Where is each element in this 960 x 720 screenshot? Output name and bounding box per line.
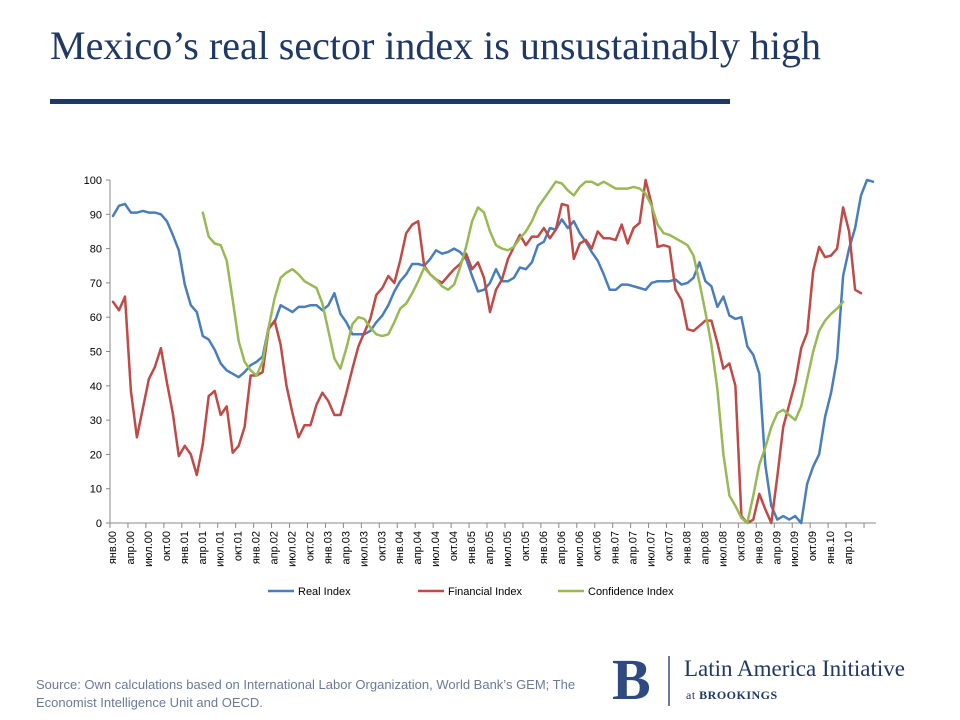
- x-tick-label: янв.02: [251, 531, 263, 564]
- x-tick-label: июл.03: [358, 531, 370, 567]
- x-tick-label: окт.06: [592, 531, 604, 561]
- x-tick-label: янв.08: [681, 531, 693, 564]
- logo-sub-org: BROOKINGS: [699, 688, 778, 702]
- x-tick-label: янв.09: [753, 531, 765, 564]
- series-line-confidence-index: [201, 180, 845, 525]
- x-tick-label: июл.05: [502, 531, 514, 567]
- x-tick-label: апр.08: [699, 531, 711, 564]
- series-line-financial-index: [111, 178, 863, 525]
- y-tick-label: 30: [90, 415, 102, 427]
- x-tick-label: апр.06: [556, 531, 568, 564]
- y-tick-label: 100: [84, 175, 102, 187]
- series-line-real-index: [111, 178, 875, 525]
- logo-sub: at BROOKINGS: [686, 688, 778, 703]
- x-axis: янв.00 апр.00 июл.00 окт.00 янв.01 апр.01 июл.…: [107, 522, 876, 567]
- x-tick-label: апр.03: [340, 531, 352, 564]
- x-tick-label: окт.03: [376, 531, 388, 561]
- x-tick-label: янв.06: [538, 531, 550, 564]
- x-tick-label: июл.07: [646, 531, 658, 567]
- x-tick-label: июл.00: [143, 531, 155, 567]
- y-tick-label: 20: [90, 449, 102, 461]
- x-tick-label: окт.00: [161, 531, 173, 561]
- x-tick-label: окт.08: [735, 531, 747, 561]
- x-tick-label: апр.09: [771, 531, 783, 564]
- x-tick-label: окт.09: [807, 531, 819, 561]
- y-tick-label: 80: [90, 244, 102, 256]
- x-tick-label: окт.04: [448, 531, 460, 561]
- x-tick-label: янв.07: [610, 531, 622, 564]
- line-chart: 0 10 20 30 40 50 60 70 80 90 100 янв.00 апр.00 июл.0…: [84, 175, 876, 598]
- x-tick-label: апр.10: [843, 531, 855, 564]
- x-tick-label: янв.01: [179, 531, 191, 564]
- y-tick-label: 90: [90, 209, 102, 221]
- y-axis: 0 10 20 30 40 50 60 70 80 90 100: [84, 175, 111, 530]
- logo-sub-prefix: at: [686, 688, 700, 702]
- x-tick-label: апр.01: [197, 531, 209, 564]
- x-tick-label: апр.02: [269, 531, 281, 564]
- legend-label-financial-index: Financial Index: [448, 586, 522, 598]
- series-lines: [111, 178, 875, 525]
- logo-divider: [668, 656, 670, 706]
- legend-label-real-index: Real Index: [298, 586, 351, 598]
- x-tick-label: июл.08: [717, 531, 729, 567]
- y-tick-label: 10: [90, 484, 102, 496]
- x-tick-label: окт.07: [664, 531, 676, 561]
- x-tick-label: окт.05: [520, 531, 532, 561]
- x-tick-label: апр.05: [484, 531, 496, 564]
- y-tick-label: 50: [90, 347, 102, 359]
- y-tick-label: 60: [90, 312, 102, 324]
- y-tick-label: 70: [90, 278, 102, 290]
- page-title: Mexico’s real sector index is unsustaina…: [50, 23, 821, 68]
- x-tick-label: янв.03: [322, 531, 334, 564]
- title-underline: [50, 99, 730, 104]
- x-tick-label: июл.04: [430, 531, 442, 567]
- x-tick-label: апр.04: [412, 531, 424, 564]
- brookings-logo-mark: B: [612, 647, 651, 712]
- x-tick-label: янв.00: [107, 531, 119, 564]
- x-tick-label: окт.02: [304, 531, 316, 561]
- x-tick-label: июл.01: [215, 531, 227, 567]
- x-tick-label: июл.02: [287, 531, 299, 567]
- y-tick-label: 0: [96, 518, 102, 530]
- x-tick-label: окт.01: [233, 531, 245, 561]
- x-tick-label: апр.00: [125, 531, 137, 564]
- legend: Real Index Financial Index Confidence Inde…: [268, 586, 674, 598]
- x-tick-label: июл.06: [574, 531, 586, 567]
- y-tick-label: 40: [90, 381, 102, 393]
- x-tick-label: янв.04: [394, 531, 406, 564]
- logo-name: Latin America Initiative: [684, 656, 905, 681]
- x-tick-label: янв.05: [466, 531, 478, 564]
- source-note: Source: Own calculations based on Intern…: [36, 677, 576, 710]
- x-tick-label: янв.10: [825, 531, 837, 564]
- legend-label-confidence-index: Confidence Index: [588, 586, 674, 598]
- x-tick-label: июл.09: [789, 531, 801, 567]
- x-tick-label: апр.07: [628, 531, 640, 564]
